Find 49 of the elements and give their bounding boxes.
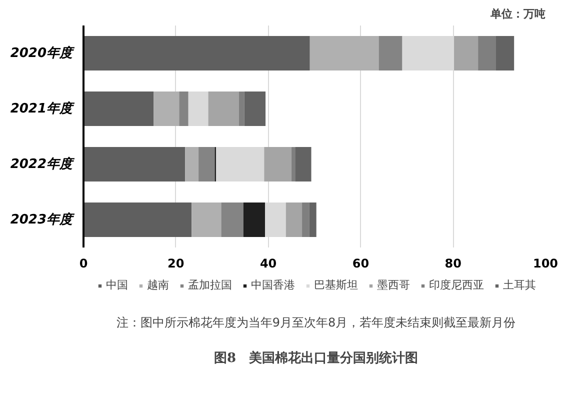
- bar: [378, 36, 402, 70]
- legend-label: 越南: [147, 278, 169, 292]
- bar: [84, 36, 310, 70]
- bar: [192, 202, 222, 237]
- bar: [208, 92, 239, 126]
- bar: [238, 92, 244, 126]
- bar: [188, 92, 208, 126]
- bar: [198, 147, 215, 182]
- bar: [84, 202, 192, 237]
- legend-label: 土耳其: [503, 278, 536, 292]
- bar: [244, 92, 266, 126]
- x-tick-label: 40: [260, 256, 277, 270]
- bar: [264, 147, 292, 182]
- bar: [221, 202, 244, 237]
- x-tick-label: 80: [444, 256, 462, 270]
- bar: [265, 202, 286, 237]
- y-tick-label: 2021年度: [10, 100, 76, 116]
- bar: [478, 36, 496, 70]
- x-tick-label: 100: [532, 256, 558, 270]
- text: 单位：万吨: [490, 8, 546, 20]
- bar: [302, 202, 310, 237]
- x-tick-label: 0: [79, 256, 88, 270]
- legend-label: 印度尼西亚: [429, 278, 484, 292]
- bar: [291, 147, 296, 182]
- bar: [84, 147, 186, 182]
- legend-label: 墨西哥: [377, 278, 410, 292]
- legend-label: 中国香港: [251, 278, 295, 292]
- bar: [309, 202, 316, 237]
- bar: [286, 202, 302, 237]
- bar: [179, 92, 188, 126]
- bar: [310, 36, 379, 70]
- legend-label: 巴基斯坦: [314, 278, 358, 292]
- bar: [84, 92, 154, 126]
- y-tick-label: 2023年度: [10, 211, 76, 228]
- text: 注：图中所示棉花年度为当年9月至次年8月，若年度未结束则截至最新月份: [116, 316, 516, 330]
- y-tick-label: 2022年度: [10, 156, 76, 172]
- bar: [243, 202, 266, 237]
- legend-label: 中国: [106, 278, 128, 292]
- bar: [185, 147, 199, 182]
- bar: [454, 36, 478, 70]
- bar: [295, 147, 312, 182]
- bar: [154, 92, 180, 126]
- x-tick-label: 60: [352, 256, 370, 270]
- x-tick-label: 20: [168, 256, 184, 270]
- legend-label: 孟加拉国: [188, 278, 232, 292]
- text: 图8 美国棉花出口量分国别统计图: [214, 350, 418, 366]
- y-tick-label: 2020年度: [10, 44, 76, 61]
- bar: [216, 147, 264, 182]
- bar: [496, 36, 514, 70]
